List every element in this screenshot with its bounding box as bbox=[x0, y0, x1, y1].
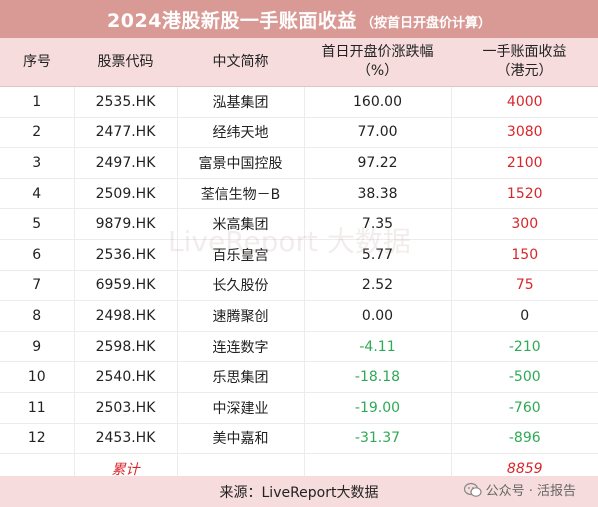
cell-name: 荃信生物－B bbox=[177, 178, 305, 210]
table-row: 12 2453.HK 美中嘉和 -31.37 -896 bbox=[0, 423, 598, 455]
cell-gain: 2100 bbox=[451, 147, 598, 179]
table-row: 7 6959.HK 长久股份 2.52 75 bbox=[0, 270, 598, 302]
cell-change: 97.22 bbox=[304, 147, 452, 179]
table-row: 5 9879.HK 米高集团 7.35 300 bbox=[0, 208, 598, 240]
wechat-label: 公众号 · 活报告 bbox=[485, 484, 576, 499]
cell-gain: 300 bbox=[451, 208, 598, 240]
col-header-code: 股票代码 bbox=[74, 38, 177, 87]
wechat-badge: 公众号 · 活报告 bbox=[463, 480, 576, 499]
table-row: 2 2477.HK 经纬天地 77.00 3080 bbox=[0, 117, 598, 149]
cell-code: 2540.HK bbox=[74, 361, 178, 393]
cell-index: 8 bbox=[0, 300, 75, 332]
table-body: 1 2535.HK 泓基集团 160.00 4000 2 2477.HK 经纬天地 77.00 3… bbox=[0, 86, 598, 485]
cell-gain: 3080 bbox=[451, 117, 598, 149]
cell-change: -18.18 bbox=[304, 361, 452, 393]
col-header-gain: 一手账面收益 （港元） bbox=[451, 38, 598, 87]
table-row: 6 2536.HK 百乐皇宫 5.77 150 bbox=[0, 239, 598, 271]
cell-index: 9 bbox=[0, 331, 75, 363]
table-row: 10 2540.HK 乐思集团 -18.18 -500 bbox=[0, 361, 598, 393]
cell-index: 5 bbox=[0, 208, 75, 240]
cell-index: 6 bbox=[0, 239, 75, 271]
cell-code: 2453.HK bbox=[74, 423, 178, 455]
cell-change: 160.00 bbox=[304, 86, 452, 118]
cell-index: 2 bbox=[0, 117, 75, 149]
cell-change: -4.11 bbox=[304, 331, 452, 363]
cell-code: 2477.HK bbox=[74, 117, 178, 149]
title-bar: 2024港股新股一手账面收益 （按首日开盘价计算） bbox=[0, 0, 598, 38]
cell-name: 泓基集团 bbox=[177, 86, 305, 118]
cell-index: 11 bbox=[0, 392, 75, 424]
cell-gain: 1520 bbox=[451, 178, 598, 210]
col-header-change-line1: 首日开盘价涨跌幅 bbox=[321, 44, 434, 60]
page-title: 2024港股新股一手账面收益 bbox=[107, 9, 357, 32]
cell-change: 7.35 bbox=[304, 208, 452, 240]
cell-name: 经纬天地 bbox=[177, 117, 305, 149]
cell-gain: 150 bbox=[451, 239, 598, 271]
col-header-gain-line2: （港元） bbox=[496, 63, 553, 79]
cell-code: 2535.HK bbox=[74, 86, 178, 118]
cell-gain: -760 bbox=[451, 392, 598, 424]
col-header-index: 序号 bbox=[0, 38, 74, 87]
table-row: 8 2498.HK 速腾聚创 0.00 0 bbox=[0, 300, 598, 332]
wechat-icon bbox=[463, 482, 482, 497]
table-row: 3 2497.HK 富景中国控股 97.22 2100 bbox=[0, 147, 598, 179]
cell-change: 5.77 bbox=[304, 239, 452, 271]
cell-name: 长久股份 bbox=[177, 270, 305, 302]
cell-gain: 4000 bbox=[451, 86, 598, 118]
cell-change: 38.38 bbox=[304, 178, 452, 210]
cell-name: 米高集团 bbox=[177, 208, 305, 240]
cell-name: 中深建业 bbox=[177, 392, 305, 424]
col-header-gain-line1: 一手账面收益 bbox=[482, 44, 567, 60]
table-row: 11 2503.HK 中深建业 -19.00 -760 bbox=[0, 392, 598, 424]
table-row: 9 2598.HK 连连数字 -4.11 -210 bbox=[0, 331, 598, 363]
cell-index: 7 bbox=[0, 270, 75, 302]
cell-name: 连连数字 bbox=[177, 331, 305, 363]
cell-name: 百乐皇宫 bbox=[177, 239, 305, 271]
cell-change: -19.00 bbox=[304, 392, 452, 424]
cell-gain: 75 bbox=[451, 270, 598, 302]
cell-change: 77.00 bbox=[304, 117, 452, 149]
source-bar: 来源：LiveReport大数据 bbox=[0, 476, 598, 507]
cell-index: 12 bbox=[0, 423, 75, 455]
cell-gain: -896 bbox=[451, 423, 598, 455]
cell-code: 2536.HK bbox=[74, 239, 178, 271]
cell-code: 2509.HK bbox=[74, 178, 178, 210]
cell-index: 4 bbox=[0, 178, 75, 210]
cell-index: 1 bbox=[0, 86, 75, 118]
cell-gain: 0 bbox=[451, 300, 598, 332]
cell-code: 2497.HK bbox=[74, 147, 178, 179]
cell-name: 速腾聚创 bbox=[177, 300, 305, 332]
cell-gain: -500 bbox=[451, 361, 598, 393]
cell-code: 2503.HK bbox=[74, 392, 178, 424]
cell-name: 美中嘉和 bbox=[177, 423, 305, 455]
cell-code: 9879.HK bbox=[74, 208, 178, 240]
page-subtitle: （按首日开盘价计算） bbox=[360, 15, 491, 31]
cell-index: 3 bbox=[0, 147, 75, 179]
table-row: 1 2535.HK 泓基集团 160.00 4000 bbox=[0, 86, 598, 118]
cell-index: 10 bbox=[0, 361, 75, 393]
col-header-change: 首日开盘价涨跌幅 （%） bbox=[304, 38, 451, 87]
header-row: 序号 股票代码 中文简称 首日开盘价涨跌幅 （%） 一手账面收益 （港元） bbox=[0, 38, 598, 87]
col-header-change-line2: （%） bbox=[356, 63, 399, 79]
cell-name: 富景中国控股 bbox=[177, 147, 305, 179]
cell-change: -31.37 bbox=[304, 423, 452, 455]
col-header-name: 中文简称 bbox=[177, 38, 304, 87]
cell-code: 2498.HK bbox=[74, 300, 178, 332]
cell-gain: -210 bbox=[451, 331, 598, 363]
cell-code: 2598.HK bbox=[74, 331, 178, 363]
cell-code: 6959.HK bbox=[74, 270, 178, 302]
cell-change: 2.52 bbox=[304, 270, 452, 302]
cell-change: 0.00 bbox=[304, 300, 452, 332]
source-text: 来源：LiveReport大数据 bbox=[219, 484, 379, 501]
cell-name: 乐思集团 bbox=[177, 361, 305, 393]
table-row: 4 2509.HK 荃信生物－B 38.38 1520 bbox=[0, 178, 598, 210]
